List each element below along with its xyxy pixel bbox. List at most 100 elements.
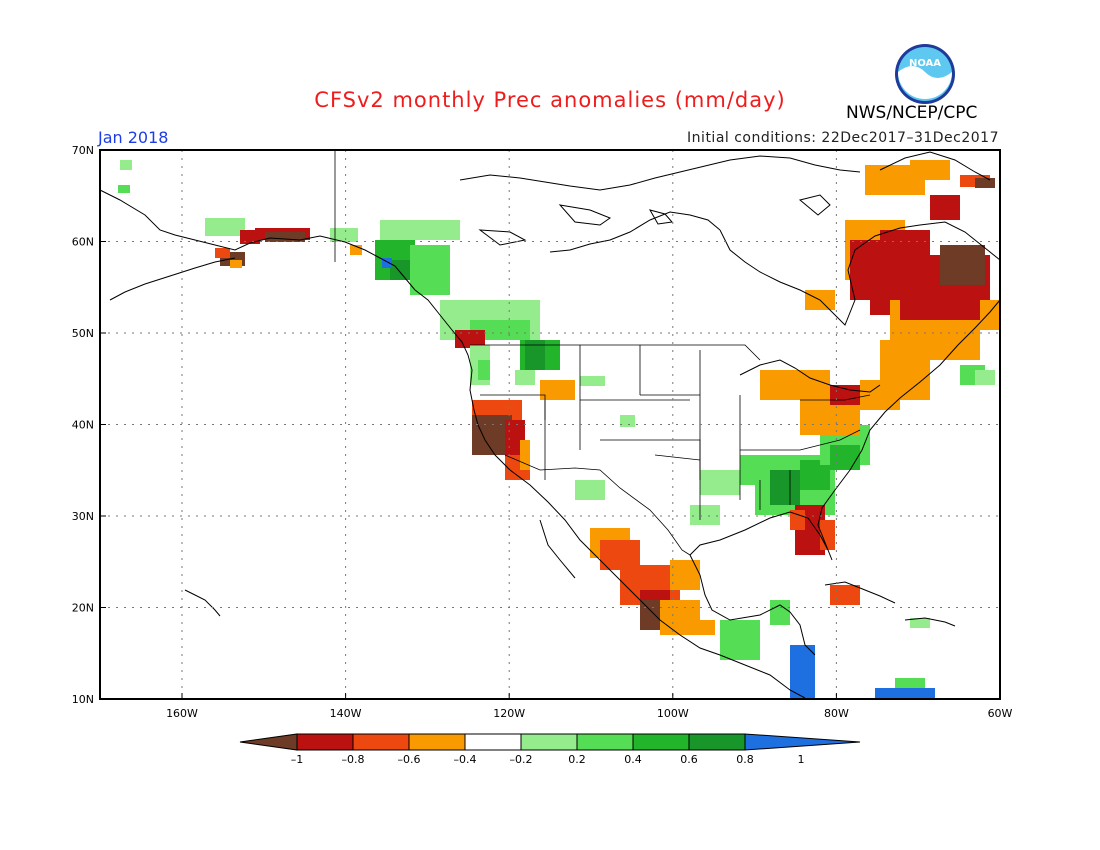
anomaly-cell xyxy=(760,370,830,400)
lon-label: 160W xyxy=(166,707,198,720)
anomaly-cell xyxy=(960,260,985,285)
lon-label: 100W xyxy=(657,707,689,720)
legend-arrow-low xyxy=(239,733,298,751)
legend-label: 0.4 xyxy=(624,753,642,766)
anomaly-cell xyxy=(590,528,630,558)
anomaly-cell xyxy=(770,470,800,505)
anomaly-cell xyxy=(910,618,930,628)
anomaly-cell xyxy=(755,455,835,515)
legend-label: 0.8 xyxy=(736,753,754,766)
anomaly-cell xyxy=(515,370,535,385)
lon-label: 80W xyxy=(824,707,849,720)
noaa-logo: NOAA xyxy=(895,44,955,104)
anomaly-cell xyxy=(820,520,835,550)
anomaly-cell xyxy=(470,345,490,385)
anomaly-cell xyxy=(720,620,760,660)
anomaly-cell xyxy=(850,240,910,300)
anomaly-cells xyxy=(118,160,1000,700)
anomaly-cell xyxy=(860,380,900,410)
anomaly-cell xyxy=(820,425,870,465)
anomaly-cell xyxy=(620,415,635,427)
init-conditions: Initial conditions: 22Dec2017–31Dec2017 xyxy=(687,130,999,146)
lat-label: 30N xyxy=(72,510,94,523)
anomaly-cell xyxy=(880,230,930,270)
anomaly-cell xyxy=(845,220,905,280)
anomaly-cell xyxy=(230,260,242,268)
anomaly-cell xyxy=(870,255,990,315)
legend-arrow-high xyxy=(744,733,861,751)
anomaly-cell xyxy=(472,400,522,420)
lat-labels: 70N 60N 50N 40N 30N 20N 10N xyxy=(72,144,106,706)
anomaly-cell xyxy=(580,376,605,386)
anomaly-cell xyxy=(800,680,810,690)
anomaly-cell xyxy=(910,160,950,180)
anomaly-cell xyxy=(520,340,560,370)
anomaly-cell xyxy=(470,320,530,340)
legend-swatch xyxy=(688,733,746,751)
anomaly-cell xyxy=(790,645,815,700)
legend-swatch xyxy=(408,733,466,751)
anomaly-cell xyxy=(875,688,935,698)
lat-label: 40N xyxy=(72,419,94,432)
anomaly-cell xyxy=(895,678,925,688)
anomaly-cell xyxy=(830,445,860,470)
chart-title: CFSv2 monthly Prec anomalies (mm/day) xyxy=(314,88,786,112)
anomaly-cell xyxy=(382,258,392,268)
legend-label: 0.6 xyxy=(680,753,698,766)
anomaly-cell xyxy=(410,245,450,295)
legend-swatch xyxy=(296,733,354,751)
anomaly-cell xyxy=(640,600,660,630)
anomaly-cell xyxy=(120,160,132,170)
lat-label: 50N xyxy=(72,327,94,340)
lat-label: 60N xyxy=(72,236,94,249)
legend-label: –0.2 xyxy=(510,753,533,766)
anomaly-cell xyxy=(215,248,230,258)
anomaly-cell xyxy=(380,220,460,240)
anomaly-cell xyxy=(220,252,245,266)
anomaly-cell xyxy=(205,218,245,236)
coastlines xyxy=(99,151,1001,699)
lon-label: 140W xyxy=(330,707,362,720)
anomaly-cell xyxy=(960,365,985,385)
legend-label: –1 xyxy=(291,753,304,766)
lat-label: 20N xyxy=(72,602,94,615)
anomaly-cell xyxy=(960,175,990,187)
anomaly-cell xyxy=(455,330,485,348)
anomaly-cell xyxy=(830,385,870,405)
anomaly-cell xyxy=(830,585,860,605)
anomaly-cell xyxy=(540,380,575,400)
valid-month: Jan 2018 xyxy=(98,128,169,147)
lat-gridlines xyxy=(100,241,1000,608)
anomaly-cell xyxy=(265,232,305,242)
anomaly-cell xyxy=(930,195,960,220)
anomaly-cell xyxy=(940,245,985,285)
anomaly-cell xyxy=(690,620,715,635)
lat-label: 70N xyxy=(72,144,94,157)
anomaly-cell xyxy=(975,178,995,188)
anomaly-cell xyxy=(865,165,925,195)
legend-swatch xyxy=(576,733,634,751)
anomaly-cell xyxy=(920,320,980,360)
anomaly-cell xyxy=(795,505,825,555)
anomaly-cell xyxy=(980,300,1000,330)
anomaly-cell xyxy=(575,480,605,500)
anomaly-cell xyxy=(770,600,790,625)
logo-text: NOAA xyxy=(909,58,941,69)
legend-label: –0.4 xyxy=(454,753,477,766)
anomaly-cell xyxy=(472,415,512,455)
legend-label: –0.8 xyxy=(342,753,365,766)
anomaly-cell xyxy=(478,360,490,380)
anomaly-cell xyxy=(690,505,720,525)
color-legend: –1 –0.8 –0.6 –0.4 –0.2 0.2 0.4 0.6 0.8 1 xyxy=(239,733,861,766)
lon-labels: 160W 140W 120W 100W 80W 60W xyxy=(166,693,1013,720)
org-label: NWS/NCEP/CPC xyxy=(846,103,978,123)
legend-swatch xyxy=(520,733,578,751)
anomaly-cell xyxy=(700,470,740,495)
lon-label: 60W xyxy=(988,707,1013,720)
anomaly-cell xyxy=(620,565,680,605)
legend-label: –0.6 xyxy=(398,753,421,766)
borders xyxy=(334,150,871,556)
anomaly-cell xyxy=(520,440,530,470)
anomaly-cell xyxy=(790,510,805,530)
map-frame xyxy=(99,149,1001,700)
